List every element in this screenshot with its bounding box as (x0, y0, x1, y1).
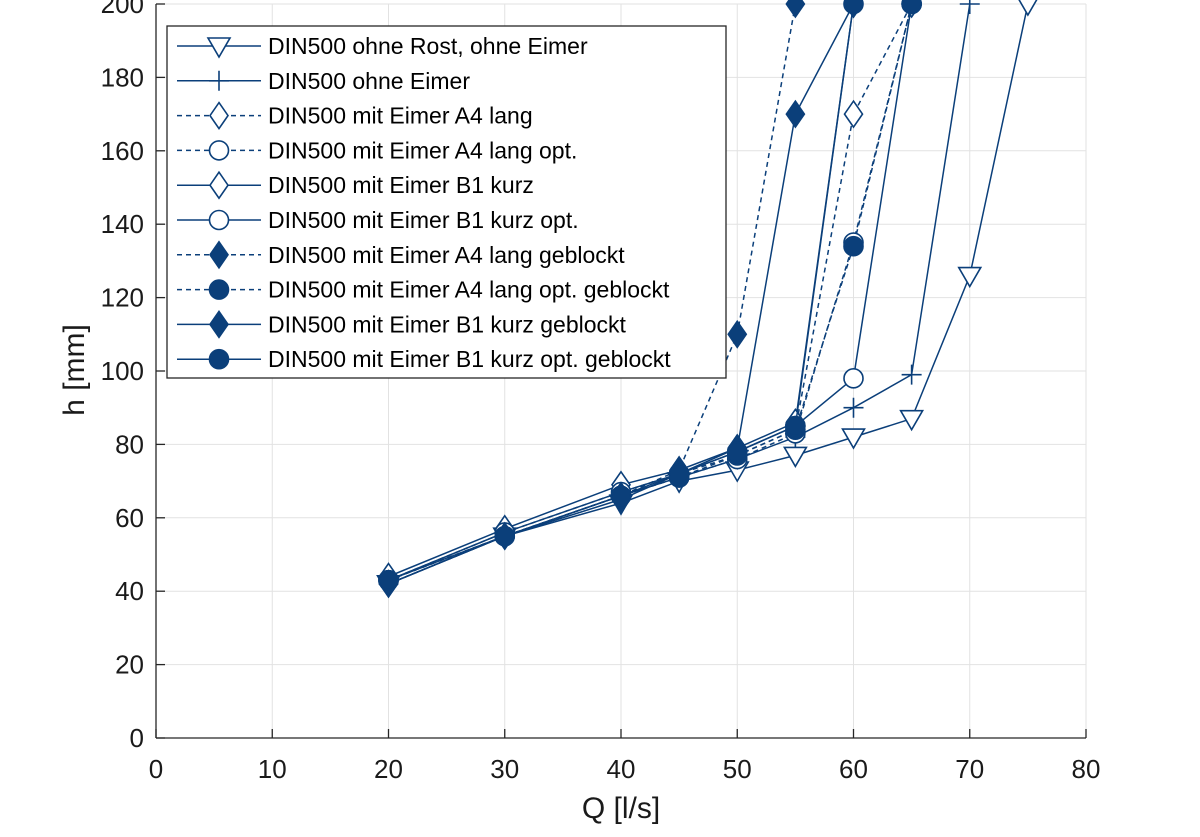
data-point (843, 235, 864, 257)
legend-marker (208, 140, 230, 161)
legend-entry: DIN500 mit Eimer B1 kurz geblockt (177, 309, 627, 339)
data-point (843, 397, 864, 418)
legend: DIN500 ohne Rost, ohne Eimer DIN500 ohne … (166, 25, 727, 379)
legend-entry: DIN500 mit Eimer B1 kurz opt. (177, 207, 579, 233)
legend-marker (206, 37, 232, 59)
legend-entry: DIN500 mit Eimer A4 lang geblockt (177, 240, 625, 270)
y-tick-label: 80 (115, 429, 144, 459)
x-tick-label: 20 (374, 754, 403, 784)
legend-entry: DIN500 ohne Eimer (177, 68, 470, 94)
data-point (959, 0, 980, 14)
x-tick-label: 0 (149, 754, 163, 784)
series-line (388, 3, 797, 585)
legend-entry: DIN500 mit Eimer A4 lang (177, 101, 533, 131)
legend-label: DIN500 ohne Rost, ohne Eimer (268, 33, 588, 59)
x-tick-label: 70 (955, 754, 984, 784)
legend-marker (209, 70, 229, 91)
data-point (843, 99, 864, 129)
data-point (1018, 0, 1038, 17)
data-point (378, 569, 399, 591)
legend-label: DIN500 mit Eimer B1 kurz opt. geblockt (268, 346, 671, 372)
legend-box (166, 25, 727, 379)
data-point (785, 415, 806, 437)
legend-entry: DIN500 mit Eimer B1 kurz (177, 170, 534, 200)
data-point (841, 428, 866, 450)
y-tick-label: 180 (101, 62, 144, 92)
legend-label: DIN500 mit Eimer A4 lang (268, 103, 533, 129)
series-10 (378, 0, 864, 591)
axes: 0 10 20 30 40 50 60 70 80 0 20 40 60 80 100 120 140 160 18… (101, 0, 1101, 784)
data-point (843, 0, 864, 15)
data-point (668, 463, 690, 485)
x-tick-label: 40 (607, 754, 636, 784)
data-point (785, 0, 806, 19)
data-point (901, 0, 922, 15)
legend-marker (209, 170, 229, 200)
legend-marker (208, 279, 230, 300)
series-line (388, 3, 1029, 585)
legend-entry: DIN500 mit Eimer A4 lang opt. (177, 137, 577, 163)
legend-label: DIN500 ohne Eimer (268, 68, 470, 94)
y-tick-label: 40 (115, 576, 144, 606)
legend-label: DIN500 mit Eimer B1 kurz (268, 172, 534, 198)
x-tick-label: 50 (723, 754, 752, 784)
y-tick-label: 100 (101, 356, 144, 386)
legend-marker (208, 209, 230, 231)
data-point (957, 266, 983, 289)
data-point (494, 525, 516, 547)
y-tick-label: 140 (101, 209, 144, 239)
legend-label: DIN500 mit Eimer A4 lang opt. (268, 137, 577, 163)
x-axis-title: Q [l/s] (582, 792, 660, 825)
y-tick-label: 160 (101, 136, 144, 166)
legend-entry: DIN500 mit Eimer A4 lang opt. geblockt (177, 277, 670, 303)
y-tick-label: 120 (101, 283, 144, 313)
legend-marker (209, 101, 229, 131)
data-point (785, 99, 806, 129)
data-point (726, 441, 748, 463)
legend-label: DIN500 mit Eimer A4 lang geblockt (268, 242, 625, 268)
x-tick-label: 30 (490, 754, 519, 784)
x-tick-label: 60 (839, 754, 868, 784)
legend-marker (209, 309, 229, 339)
x-tick-label: 10 (258, 754, 287, 784)
legend-entry: DIN500 ohne Rost, ohne Eimer (177, 33, 588, 59)
y-tick-label: 0 (130, 723, 144, 753)
series-group (376, 0, 1038, 599)
data-point (901, 364, 922, 385)
legend-marker (208, 348, 230, 370)
legend-label: DIN500 mit Eimer A4 lang opt. geblockt (268, 277, 670, 303)
legend-marker (209, 240, 229, 270)
data-point (782, 446, 808, 469)
data-point (843, 368, 864, 389)
y-tick-label: 60 (115, 503, 144, 533)
legend-label: DIN500 mit Eimer B1 kurz opt. (268, 207, 579, 233)
legend-label: DIN500 mit Eimer B1 kurz geblockt (268, 311, 627, 337)
legend-entry: DIN500 mit Eimer B1 kurz opt. geblockt (177, 346, 671, 372)
data-point (899, 409, 925, 432)
data-point (727, 319, 748, 349)
y-tick-label: 200 (101, 0, 144, 19)
data-point (610, 485, 632, 507)
y-axis-title: h [mm] (58, 324, 91, 416)
y-tick-label: 20 (115, 650, 144, 680)
x-tick-label: 80 (1072, 754, 1101, 784)
